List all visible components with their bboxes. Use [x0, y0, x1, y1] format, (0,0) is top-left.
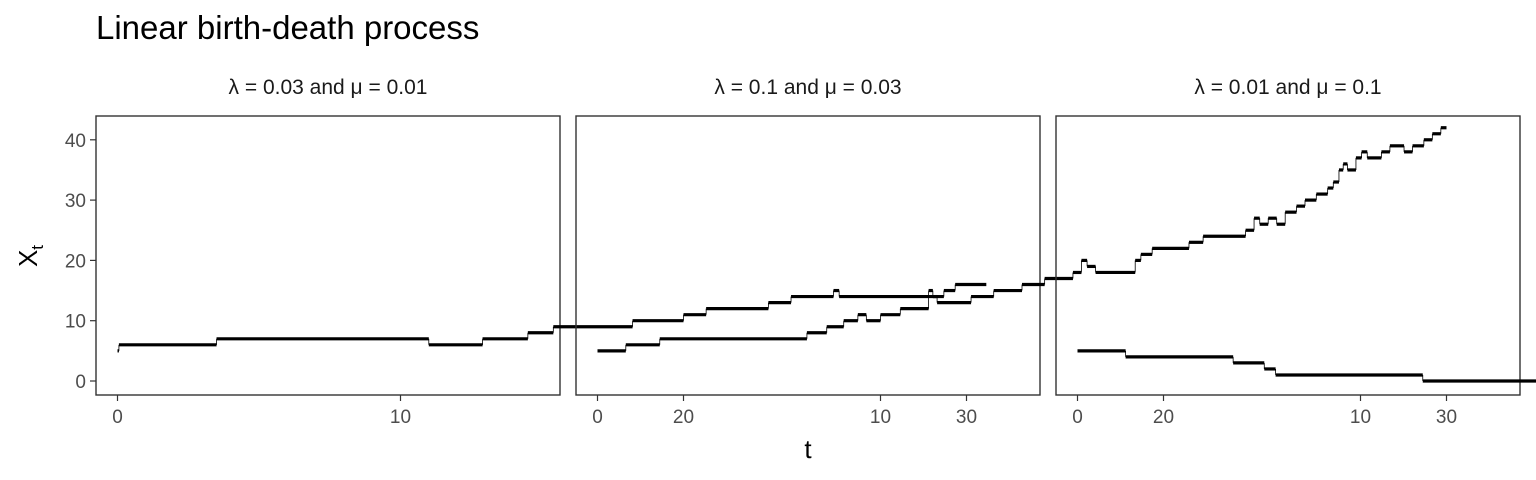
panels: λ = 0.03 and μ = 0.01 λ = 0.1 and μ = 0.0… [95, 76, 1536, 396]
panel-label: λ = 0.03 and μ = 0.01 [229, 76, 428, 99]
x-axes: 010203001020300102030 [112, 395, 1457, 428]
x-axis-panel-1: 0 10 20 30 [112, 395, 977, 428]
series-line [117, 282, 987, 353]
panel-border [575, 115, 1041, 396]
panel-border [1055, 115, 1521, 396]
x-tick-label: 20 [1153, 407, 1174, 428]
x-tick-label: 10 [870, 407, 891, 428]
panel-label: λ = 0.01 and μ = 0.1 [1194, 76, 1381, 99]
panel-border [95, 115, 561, 396]
x-tick-label: 20 [673, 407, 694, 428]
x-tick-label: 30 [1436, 407, 1457, 428]
x-tick-label: 10 [1350, 407, 1371, 428]
y-tick-label: 20 [65, 251, 86, 272]
x-tick-label: 0 [112, 407, 123, 428]
y-axis: 0 10 20 30 40 [65, 131, 96, 393]
x-tick-label: 0 [1072, 407, 1083, 428]
chart-title: Linear birth-death process [96, 9, 479, 46]
y-tick-label: 0 [75, 372, 86, 393]
panel-1: λ = 0.03 and μ = 0.01 [95, 76, 987, 396]
panel-label: λ = 0.1 and μ = 0.03 [714, 76, 901, 99]
series-line [597, 126, 1447, 353]
y-axis-title-sub: t [28, 245, 47, 250]
y-tick-label: 30 [65, 191, 86, 212]
series-line [1077, 349, 1536, 383]
panel-3: λ = 0.01 and μ = 0.1 [1055, 76, 1536, 396]
y-tick-label: 10 [65, 312, 86, 333]
y-tick-label: 40 [65, 131, 86, 152]
y-axis-title: Xt [13, 245, 47, 267]
x-tick-label: 10 [390, 407, 411, 428]
x-tick-label: 30 [956, 407, 977, 428]
panel-2: λ = 0.1 and μ = 0.03 [575, 76, 1447, 396]
x-axis-panel-2: 0 10 20 30 [592, 395, 1457, 428]
x-axis-title: t [804, 434, 812, 464]
x-tick-label: 0 [592, 407, 603, 428]
y-axis-title-main: X [13, 250, 43, 267]
